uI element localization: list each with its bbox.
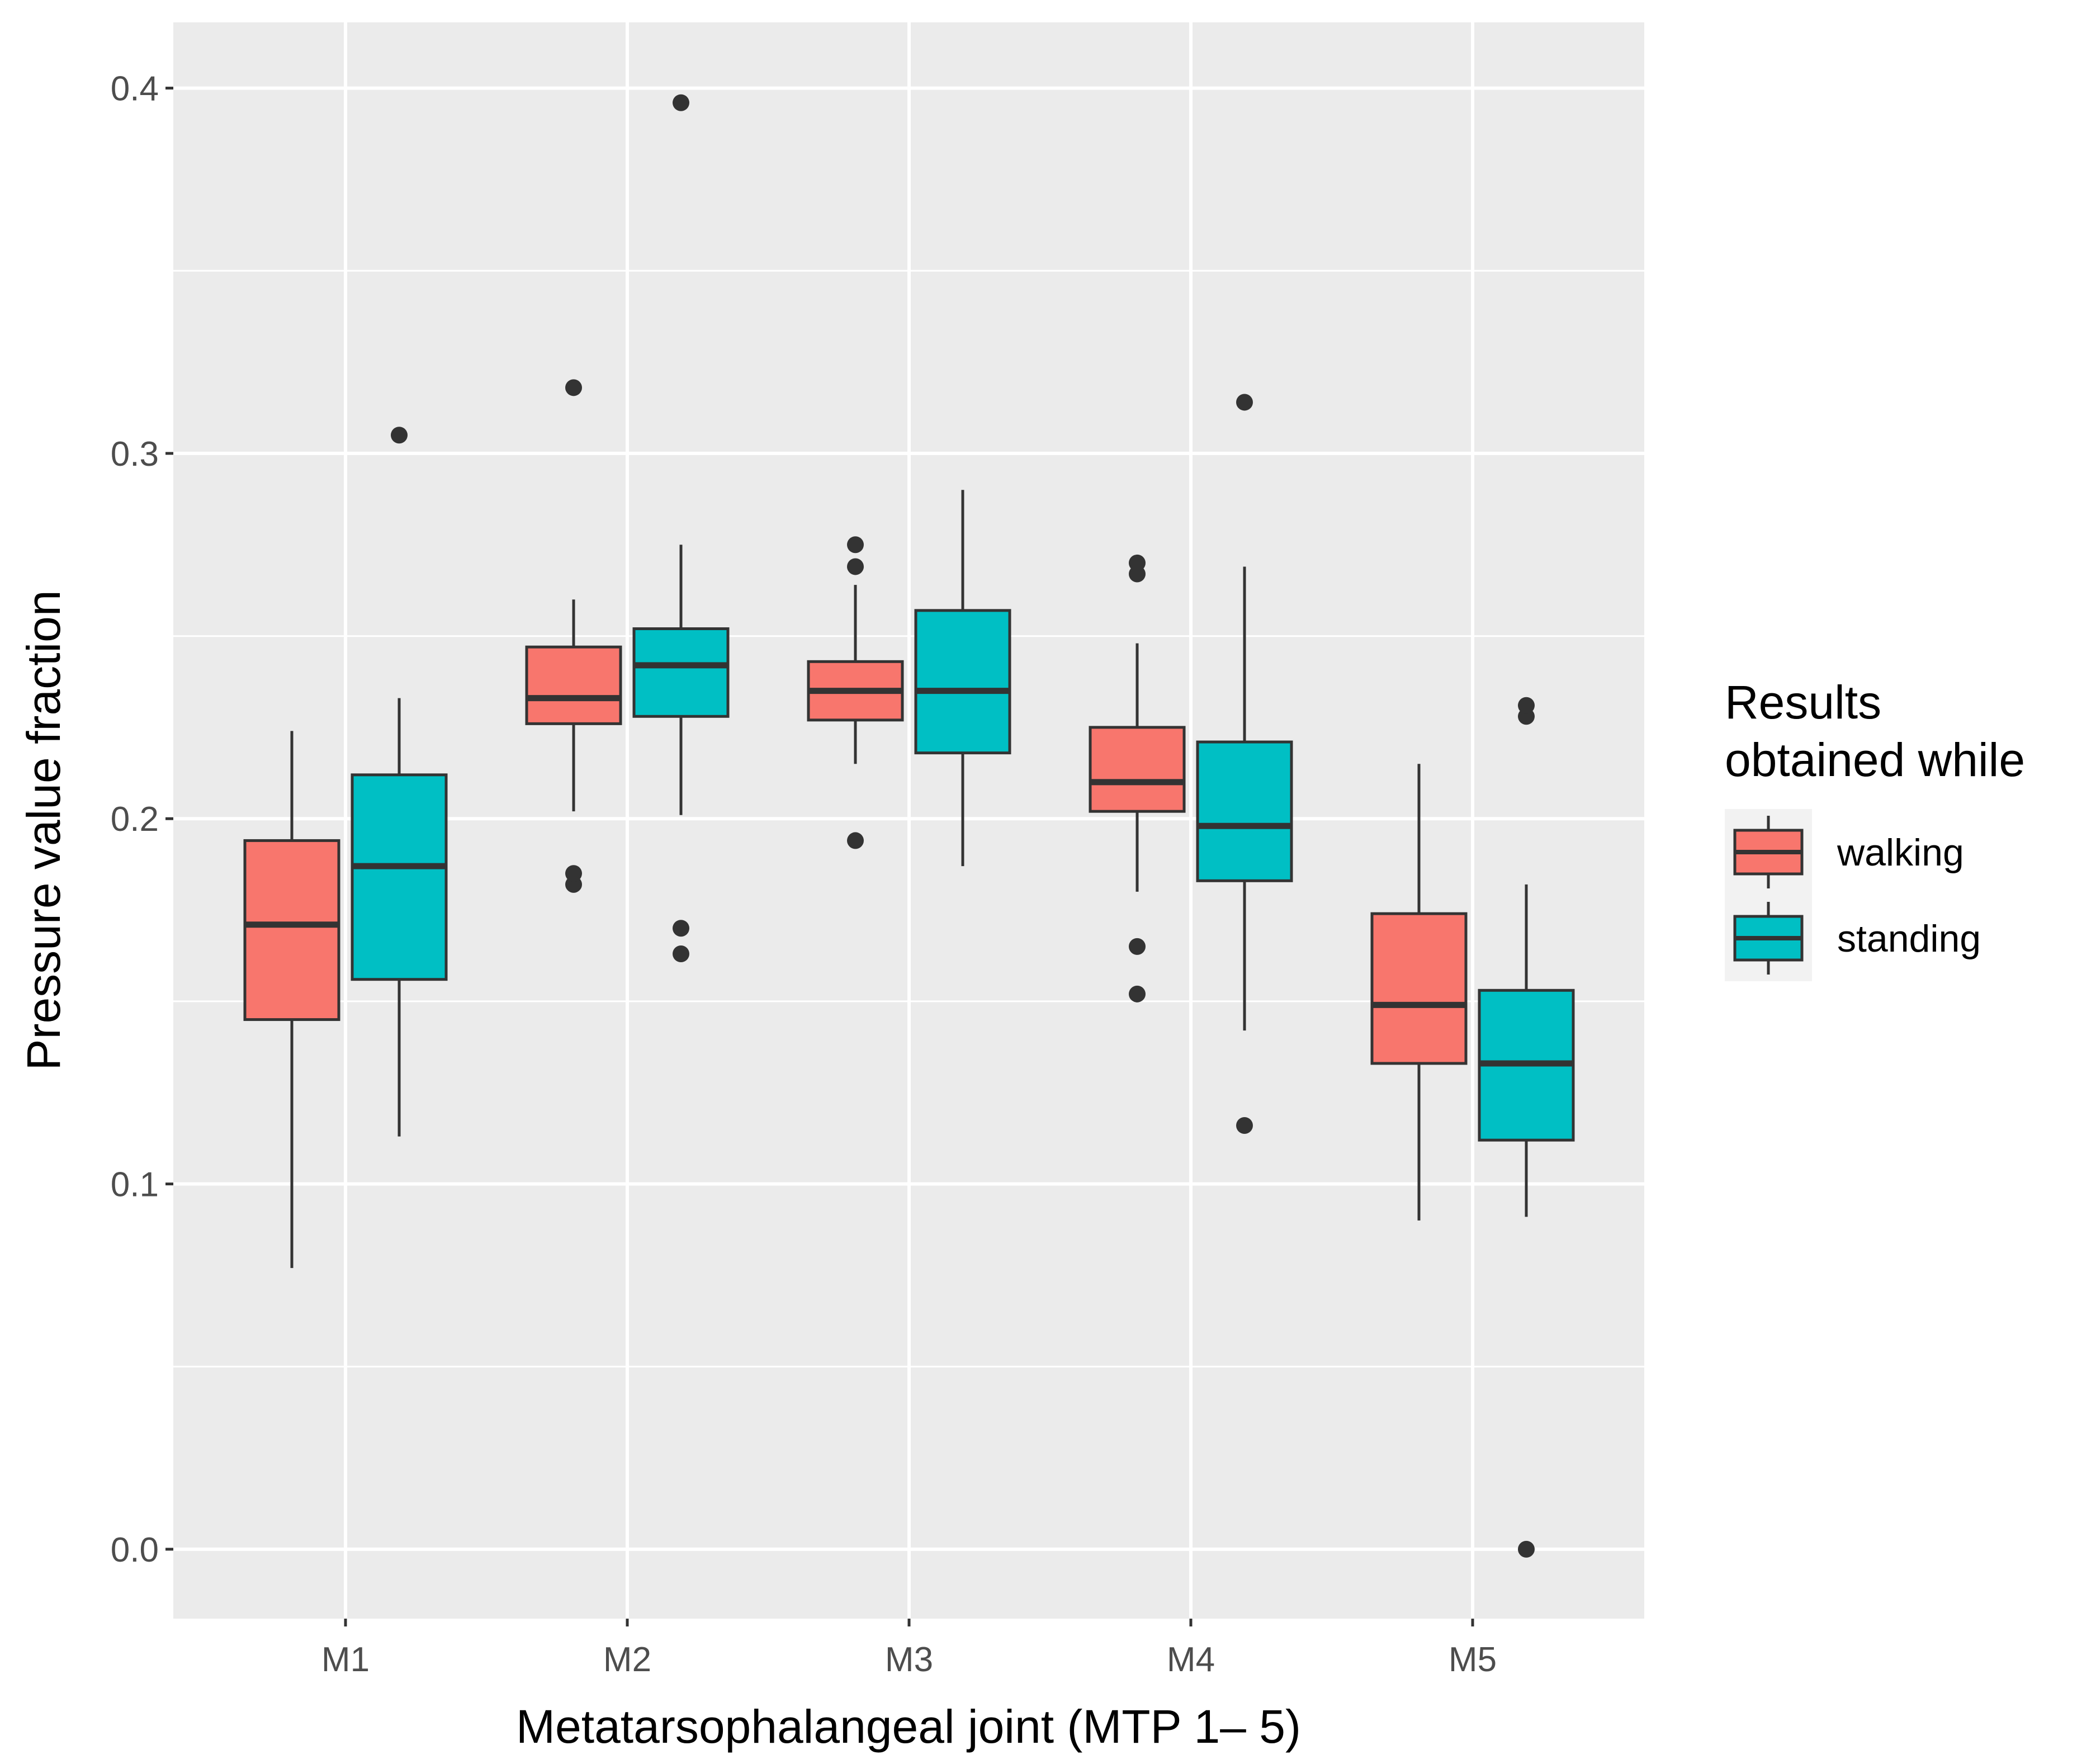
box-standing-M5	[1478, 697, 1575, 1558]
outlier-point	[673, 945, 689, 962]
box-walking-M1	[243, 731, 340, 1268]
box-iqr	[1370, 912, 1468, 1065]
y-axis: 0.0 0.1 0.2 0.3 0.4	[111, 70, 173, 1569]
box-iqr	[243, 839, 340, 1021]
outlier-point	[1129, 985, 1146, 1002]
legend: Results obtained while walking standing	[1725, 676, 2025, 981]
outlier-point	[847, 558, 864, 575]
outlier-point	[673, 920, 689, 937]
x-tick-label: M1	[321, 1640, 370, 1679]
box-iqr	[1196, 740, 1293, 882]
box-iqr	[914, 609, 1011, 755]
y-tick-label: 0.3	[111, 435, 159, 474]
outlier-point	[1236, 394, 1253, 411]
box-standing-M4	[1196, 394, 1293, 1134]
outlier-point	[1236, 1117, 1253, 1134]
x-tick-label: M4	[1167, 1640, 1215, 1679]
box-iqr	[632, 627, 730, 718]
outlier-point	[847, 832, 864, 849]
legend-title-line-1: Results	[1725, 676, 1881, 729]
box-standing-M1	[351, 427, 448, 1137]
box-iqr	[351, 773, 448, 981]
box-walking-M3	[807, 536, 904, 849]
outlier-point	[565, 865, 582, 882]
y-tick-label: 0.0	[111, 1531, 159, 1569]
box-walking-M2	[525, 379, 622, 893]
y-tick-label: 0.4	[111, 70, 159, 108]
box-walking-M5	[1370, 764, 1468, 1221]
outlier-point	[391, 427, 408, 444]
outlier-point	[847, 536, 864, 554]
major-gridlines	[173, 22, 1644, 1619]
box-layer	[243, 94, 1575, 1558]
legend-item-standing: standing	[1725, 895, 1981, 981]
box-iqr	[1089, 726, 1186, 813]
box-standing-M3	[914, 490, 1011, 867]
legend-label: standing	[1837, 918, 1981, 960]
x-tick-label: M5	[1449, 1640, 1497, 1679]
outlier-point	[1129, 554, 1146, 571]
y-axis-title: Pressure value fraction	[17, 590, 70, 1070]
legend-item-walking: walking	[1725, 809, 1964, 895]
x-tick-label: M3	[885, 1640, 933, 1679]
outlier-point	[1129, 938, 1146, 955]
legend-keys: walking standing	[1725, 809, 1981, 981]
legend-label: walking	[1837, 831, 1964, 874]
x-tick-label: M2	[603, 1640, 651, 1679]
x-axis-title: Metatarsophalangeal joint (MTP 1– 5)	[516, 1700, 1301, 1753]
outlier-point	[673, 94, 689, 111]
outlier-point	[1518, 1540, 1535, 1558]
y-tick-label: 0.2	[111, 800, 159, 839]
box-walking-M4	[1089, 554, 1186, 1002]
box-iqr	[525, 645, 622, 725]
legend-title-line-2: obtained while	[1725, 734, 2025, 786]
y-tick-label: 0.1	[111, 1166, 159, 1204]
box-standing-M2	[632, 94, 730, 962]
outlier-point	[565, 379, 582, 396]
outlier-point	[1518, 697, 1535, 714]
x-axis: M1 M2 M3 M4 M5	[321, 1619, 1497, 1679]
